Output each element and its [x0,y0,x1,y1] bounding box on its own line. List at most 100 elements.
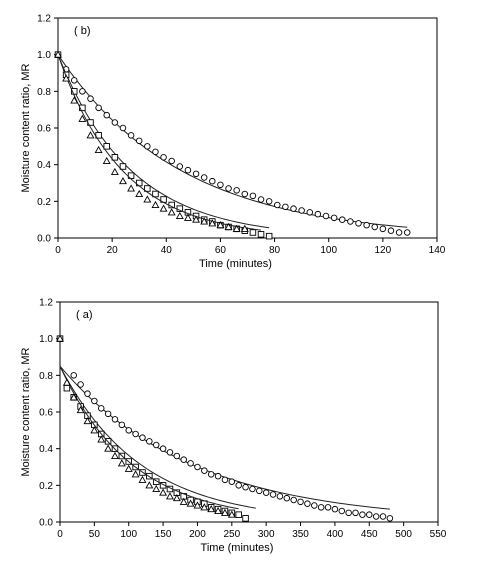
chart-b-point-circle [127,132,135,139]
chart-b-point-circle [168,157,175,165]
chart-a-y-axis-label: Moisture content ratio, MR [20,347,32,476]
chart-b-point-circle [330,214,338,222]
chart-a-point-circle [125,427,132,434]
chart-a-point-circle [379,513,387,520]
chart-a-point-triangle [97,435,106,443]
chart-a-x-tick-label: 50 [89,529,101,540]
chart-b-x-tick-label: 140 [429,245,446,256]
chart-b-point-square [257,231,265,238]
chart-a-point-square [235,511,242,518]
chart-a-point-triangle [83,417,92,425]
chart-a-point-triangle [214,506,223,515]
chart-b-y-axis-label: Moisture content ratio, MR [20,63,32,192]
chart-a-point-triangle [165,492,174,500]
chart-a-x-tick-label: 250 [223,529,240,540]
chart-a-point-circle [146,438,153,445]
chart-b-x-tick-label: 20 [107,245,119,256]
chart-b-x-tick-label: 80 [269,245,281,256]
chart-b-point-triangle [54,50,62,58]
chart-b-x-tick-label: 40 [161,245,173,256]
chart-a-point-circle [324,504,332,511]
chart-a-point-triangle [207,505,216,513]
chart-a-point-circle [91,397,98,405]
chart-a-point-circle [187,460,194,467]
chart-b-point-circle [274,201,281,209]
chart-b-point-circle [387,227,395,234]
chart-a-fit-curve-triangle [59,365,239,510]
chart-b-point-circle [249,192,257,200]
chart-a-x-tick-label: 550 [430,529,447,540]
chart-a-point-circle [97,405,105,412]
chart-b-point-triangle [62,74,71,82]
chart-b-point-triangle [70,96,79,104]
chart-a-point-circle [221,476,229,484]
chart-b-fit-curve-circle [57,54,408,228]
chart-a-y-tick-label: 1.0 [39,334,53,345]
chart-a-point-triangle [111,451,119,460]
chart-b-point-square [249,229,257,236]
chart-b-point-circle [152,148,159,156]
chart-b-point-circle [200,174,208,181]
chart-a-point-circle [84,390,91,397]
chart-a-point-circle [256,487,263,495]
chart-a-point-triangle [90,426,99,434]
chart-b-point-triangle [151,200,160,209]
chart-a-x-tick-label: 300 [258,529,275,540]
chart-a-point-circle [283,494,291,502]
chart-a-point-circle [77,381,84,388]
chart-a-point-circle [201,467,208,474]
chart-b-point-triangle [110,167,119,176]
chart-a-point-circle [159,445,167,452]
chart-a-point-triangle [138,475,147,483]
chart-b-point-square [265,232,273,240]
chart-a-point-triangle [186,499,195,507]
chart-a-y-tick-label: 1.2 [39,298,53,309]
chart-b-point-circle [298,207,305,214]
chart-b-point-triangle [224,222,233,231]
chart-b-point-circle [225,185,232,192]
chart-b-x-tick-label: 0 [55,245,61,256]
chart-a-point-triangle [124,464,133,472]
chart-b-panel-label: ( b) [74,25,91,37]
chart-b-x-tick-label: 60 [215,245,227,256]
chart-a-panel-label: ( a) [76,309,93,321]
chart-b-point-circle [257,196,265,203]
chart-a-point-triangle [62,378,71,386]
chart-b-point-circle [135,137,143,145]
chart-a-y-tick-label: 0.0 [39,518,53,529]
chart-b-point-triangle [183,213,192,221]
chart-b-point-triangle [159,204,168,212]
chart-a-x-tick-label: 200 [189,529,206,540]
chart-b-y-tick-label: 0.4 [37,160,51,171]
chart-a-point-triangle [220,508,229,516]
chart-b-point-circle [265,198,273,205]
chart-a-point-triangle [56,334,64,342]
chart-a-point-square [242,515,249,522]
chart-b-point-circle [363,221,370,229]
chart-b-point-circle [176,163,184,170]
chart-b-point-square [103,143,110,150]
chart-b-point-circle [95,104,102,112]
chart-b-point-circle [379,225,387,233]
chart-a-point-circle [228,478,236,485]
chart-a-y-tick-label: 0.2 [39,481,53,492]
chart-b-y-tick-label: 1.0 [37,50,51,61]
chart-a-point-circle [194,463,201,471]
chart-a-point-triangle [131,470,140,478]
chart-b-point-circle [103,111,110,119]
chart-b-point-circle [144,143,151,150]
chart-a-point-square [63,384,71,392]
chart-a-y-tick-label: 0.4 [39,444,53,455]
chart-a-point-circle [290,496,297,504]
chart-b-point-circle [70,77,78,84]
chart-a-point-circle [317,504,325,511]
chart-b-point-square [111,154,119,161]
chart-b-point-triangle [119,177,127,185]
chart-a-point-circle [386,515,394,522]
chart-b-point-circle [192,170,200,178]
chart-a-point-circle [262,489,270,496]
chart-a-x-tick-label: 150 [155,529,172,540]
chart-b-point-circle [282,203,289,211]
chart-a-point-circle [249,485,256,493]
